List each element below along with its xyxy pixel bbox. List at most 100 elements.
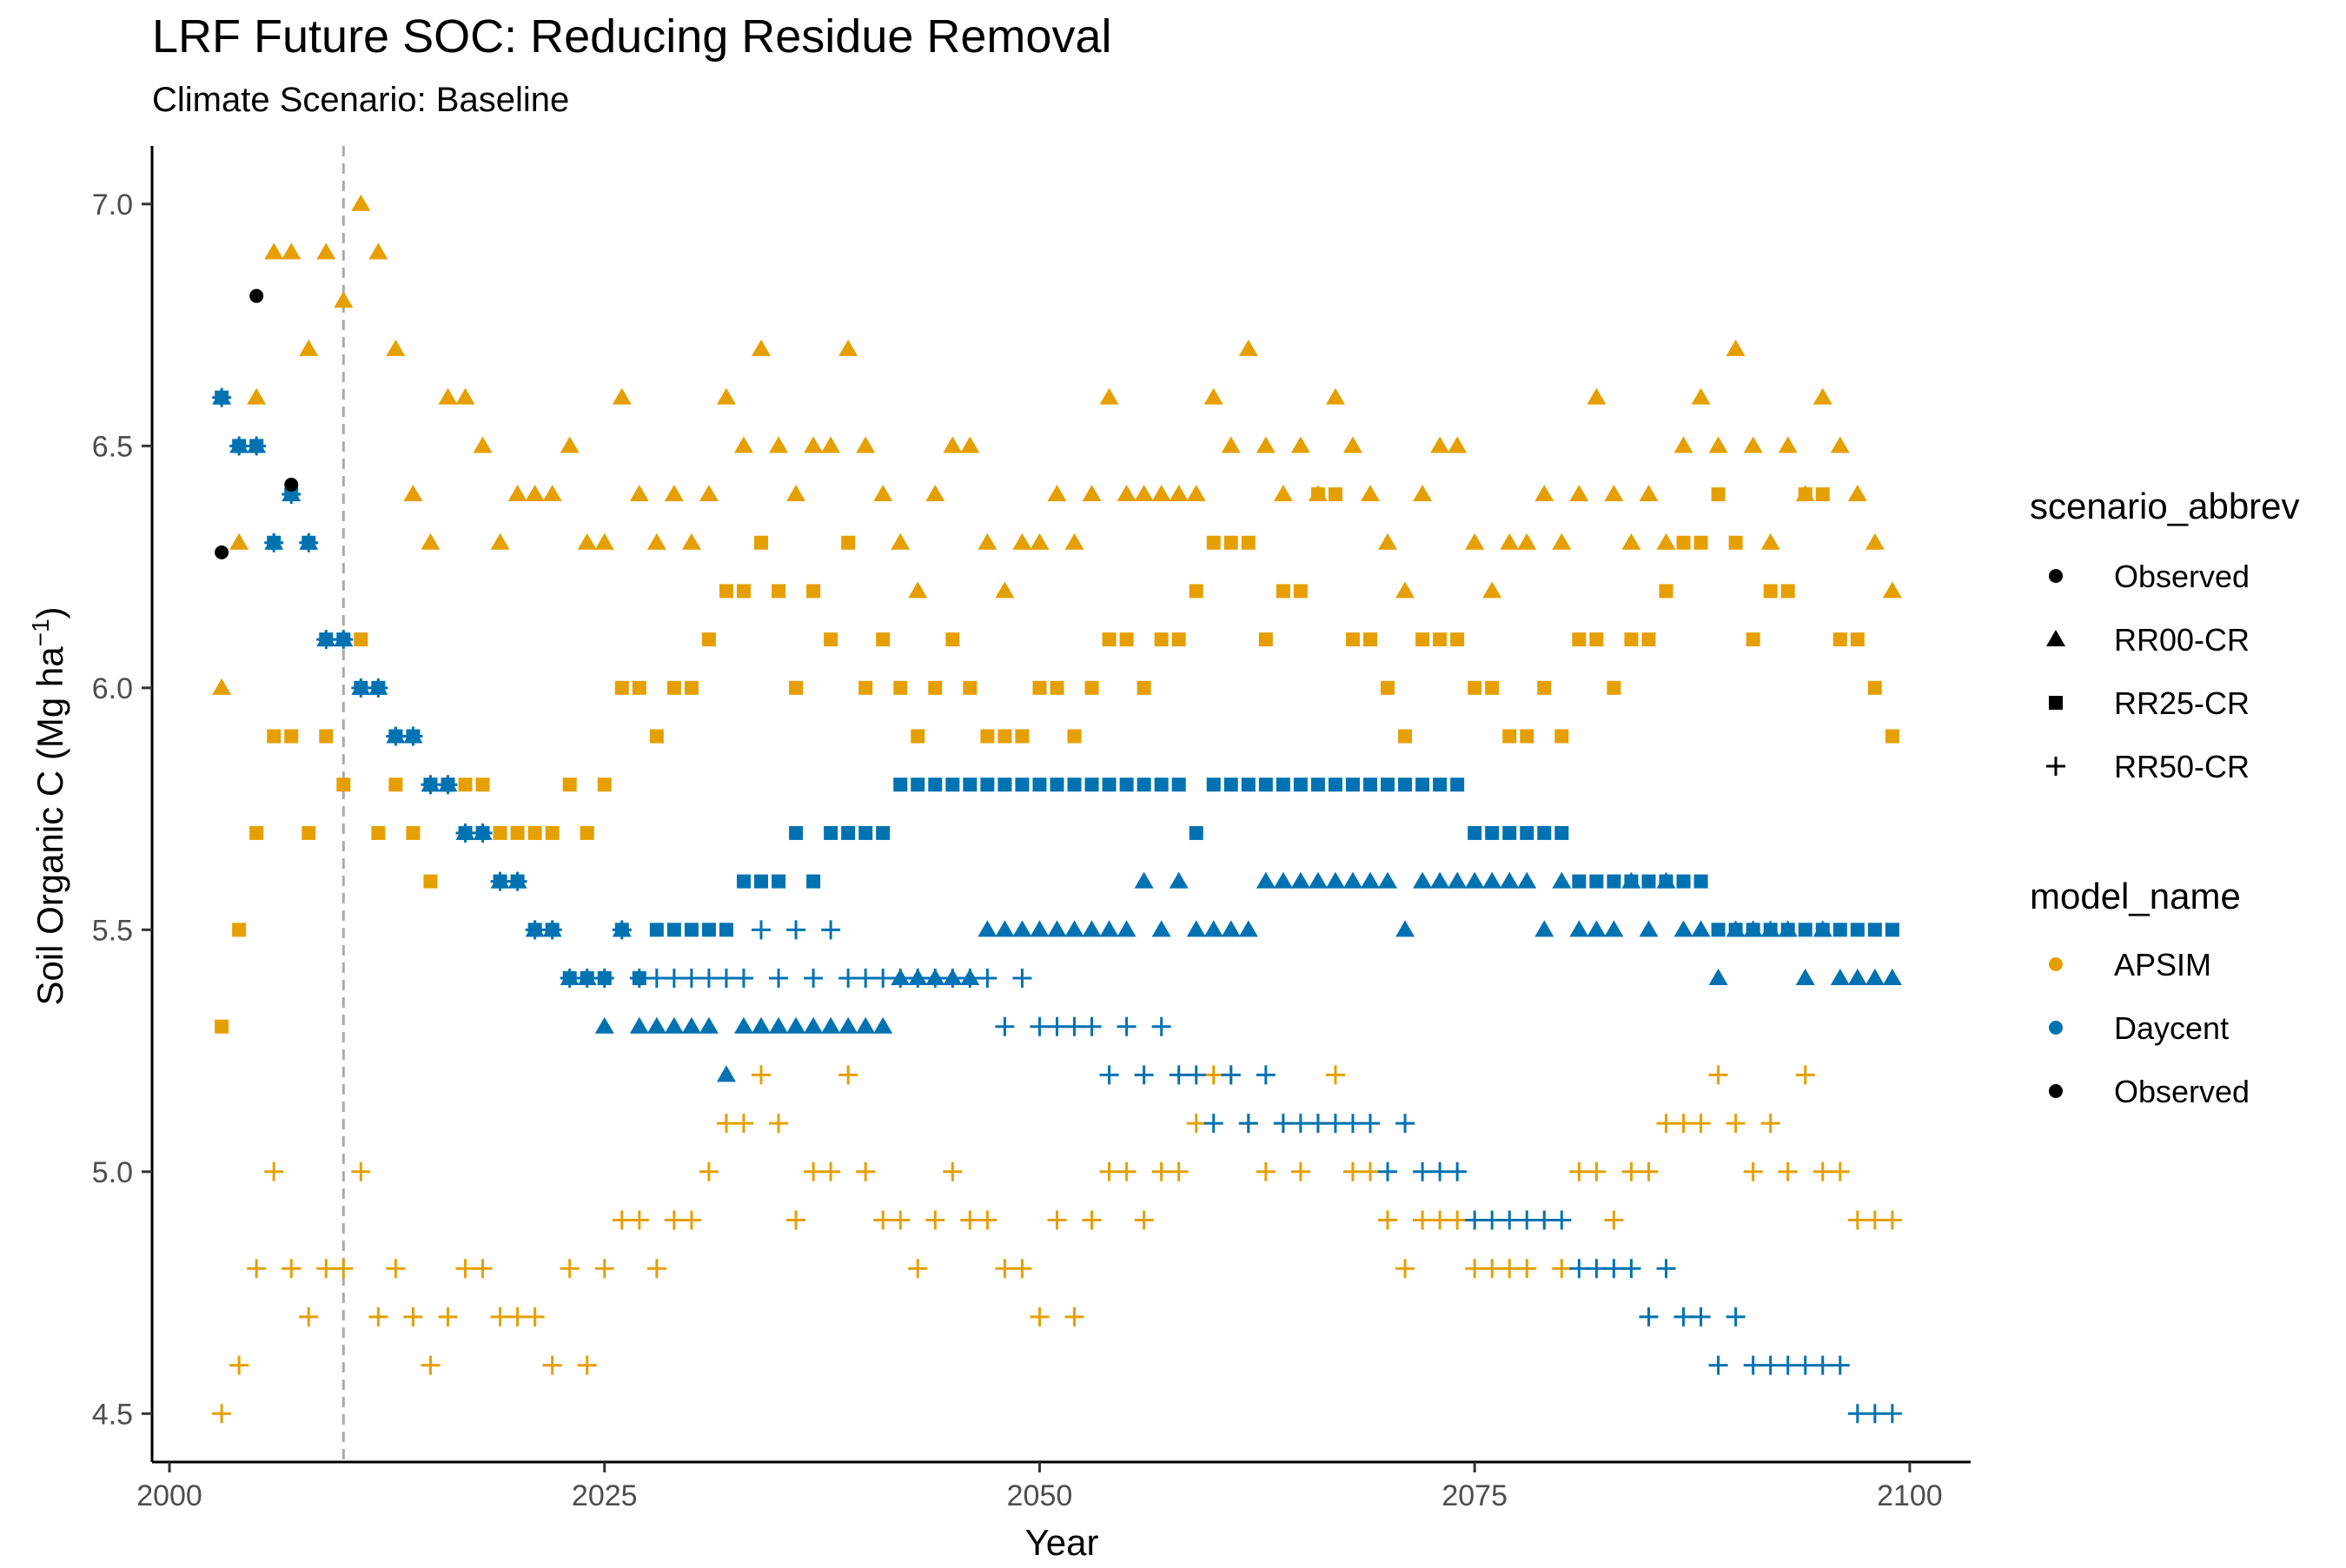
data-point [1099, 920, 1119, 937]
data-point [1325, 387, 1345, 405]
data-point [1778, 436, 1798, 453]
data-point [925, 969, 945, 989]
data-point [229, 533, 249, 550]
data-point [1430, 871, 1450, 889]
data-point [1659, 874, 1673, 889]
data-point [701, 632, 716, 647]
data-point [1223, 777, 1238, 792]
data-point [1517, 1259, 1537, 1279]
data-point [632, 680, 646, 695]
y-tick-label: 5.0 [92, 1156, 133, 1189]
data-point [1500, 1210, 1520, 1230]
data-point [1238, 339, 1258, 356]
data-point [891, 969, 911, 989]
data-point [733, 436, 753, 453]
data-point [1433, 632, 1448, 647]
data-point [736, 874, 751, 889]
data-point [1221, 920, 1241, 937]
data-point [1760, 1355, 1780, 1375]
data-point [1780, 923, 1795, 937]
data-point [1830, 436, 1850, 453]
data-point [873, 485, 893, 502]
data-point [282, 1259, 302, 1279]
data-point [649, 729, 664, 744]
data-point [1342, 1161, 1362, 1181]
legend-item: Observed [2049, 1074, 2250, 1109]
data-point [1500, 871, 1520, 889]
data-point [1276, 584, 1290, 599]
legend-shape-title: scenario_abbrev [2030, 486, 2300, 526]
data-point [316, 1259, 336, 1279]
data-point [1398, 729, 1413, 744]
data-point [229, 1355, 249, 1375]
data-point [1743, 1161, 1763, 1181]
data-point [1534, 1210, 1554, 1230]
data-point [1067, 729, 1082, 744]
data-point [752, 920, 772, 940]
data-point [1012, 969, 1032, 989]
data-point [806, 874, 821, 889]
data-point [1607, 874, 1621, 889]
data-point [1378, 1210, 1398, 1230]
data-point [733, 1114, 753, 1134]
data-point [577, 969, 597, 989]
data-point [997, 777, 1012, 792]
data-point [1726, 1114, 1746, 1134]
data-point [1186, 920, 1206, 937]
data-point [1169, 871, 1189, 889]
data-point [978, 533, 997, 550]
data-point [1413, 1161, 1433, 1181]
data-point [1468, 825, 1482, 840]
data-point [264, 242, 284, 260]
data-point [1050, 777, 1064, 792]
data-point [1813, 1161, 1832, 1181]
data-point [1064, 1307, 1084, 1327]
data-point [1502, 729, 1517, 744]
data-point [1604, 485, 1624, 502]
data-point [1882, 1404, 1902, 1424]
data-point [1552, 871, 1572, 889]
data-point [1342, 871, 1362, 889]
data-point [1552, 1259, 1572, 1279]
data-point [1867, 680, 1882, 695]
data-point [438, 1307, 458, 1327]
data-point [1485, 825, 1500, 840]
data-point [1290, 436, 1310, 453]
data-point [876, 825, 891, 840]
data-point [1691, 920, 1711, 937]
data-point [786, 485, 806, 502]
data-point [1378, 1161, 1398, 1181]
data-point [1273, 1114, 1293, 1134]
data-point [891, 1210, 911, 1230]
data-point [821, 920, 841, 940]
data-point [1552, 1210, 1572, 1230]
data-point [1221, 1065, 1241, 1085]
data-point [525, 485, 545, 502]
data-point [978, 920, 997, 937]
data-point [646, 1016, 666, 1034]
data-point [577, 533, 597, 550]
data-point [1763, 584, 1778, 599]
data-point [1361, 485, 1381, 502]
data-point [856, 1161, 876, 1181]
data-point [1691, 387, 1711, 405]
data-point [1134, 1065, 1154, 1085]
legend-item: Daycent [2049, 1010, 2229, 1046]
data-point [264, 533, 284, 552]
data-point [215, 1019, 229, 1034]
series-apsim-rr50-cr [212, 1065, 1902, 1424]
data-point [752, 1016, 772, 1034]
data-point [1117, 920, 1137, 937]
data-point [856, 436, 876, 453]
data-point [1137, 777, 1151, 792]
data-point [1569, 1259, 1589, 1279]
data-point [1012, 920, 1032, 937]
data-point [824, 825, 838, 840]
legend-color-dot-icon [2049, 957, 2063, 971]
data-point [1520, 729, 1534, 744]
data-point [1363, 632, 1378, 647]
x-axis-title: Year [1025, 1522, 1099, 1563]
data-point [1099, 1161, 1119, 1181]
y-tick-label: 6.0 [92, 672, 133, 705]
data-point [806, 584, 821, 599]
